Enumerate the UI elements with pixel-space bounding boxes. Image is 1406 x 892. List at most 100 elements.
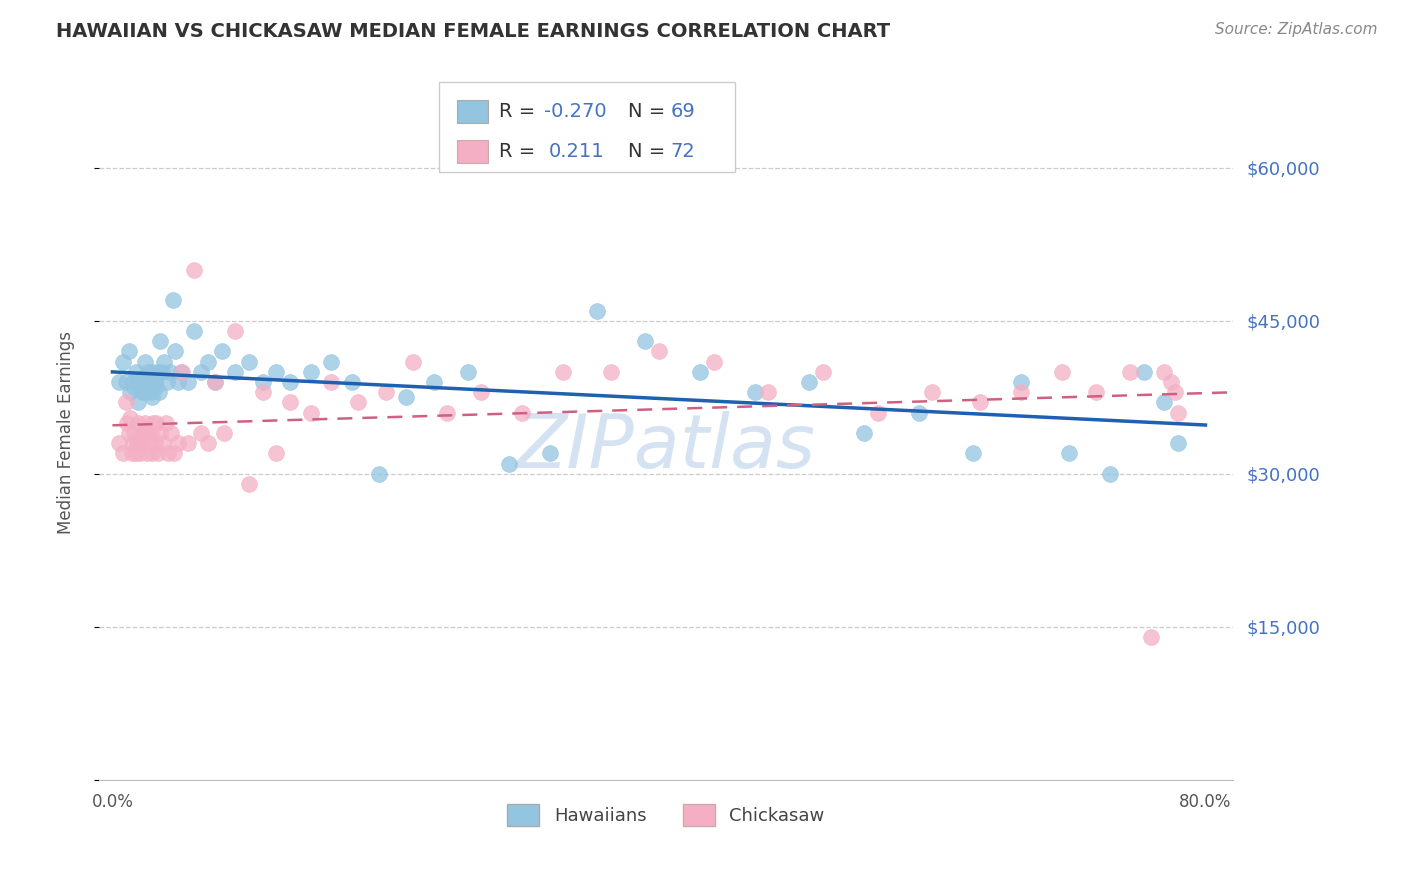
Text: HAWAIIAN VS CHICKASAW MEDIAN FEMALE EARNINGS CORRELATION CHART: HAWAIIAN VS CHICKASAW MEDIAN FEMALE EARN… [56,22,890,41]
Point [127,416,149,430]
Text: 0.211: 0.211 [548,142,605,161]
Point [512,406,534,420]
Point [299,365,322,379]
Point [134,354,156,368]
Point [129,375,152,389]
Point [115,375,138,389]
Point [120,385,142,400]
Point [756,385,779,400]
Point [470,385,492,400]
Point [167,375,190,389]
Point [252,385,274,400]
Point [162,293,184,308]
Point [648,344,671,359]
Point [347,395,370,409]
Point [634,334,657,349]
Point [152,436,174,450]
Point [211,344,233,359]
Text: 72: 72 [671,142,696,161]
Point [176,375,198,389]
Point [266,446,288,460]
Point [1140,630,1163,644]
Point [132,431,155,445]
Point [148,385,170,400]
Point [170,365,193,379]
Point [319,354,342,368]
Point [136,425,159,440]
Point [108,436,131,450]
Point [128,380,150,394]
Point [150,365,173,379]
Point [1164,385,1187,400]
Point [600,365,623,379]
Point [1010,375,1032,389]
Point [155,416,177,430]
Point [1050,365,1073,379]
Point [156,375,179,389]
Point [121,446,143,460]
Point [143,436,166,450]
Point [125,436,148,450]
Point [149,334,172,349]
Legend: Hawaiians, Chickasaw: Hawaiians, Chickasaw [499,797,832,833]
Point [395,390,418,404]
Point [143,375,166,389]
Point [402,354,425,368]
Point [703,354,725,368]
Point [586,303,609,318]
Point [135,385,157,400]
Point [131,385,153,400]
Point [252,375,274,389]
Point [134,416,156,430]
Y-axis label: Median Female Earnings: Median Female Earnings [58,332,75,534]
Point [120,410,142,425]
Point [167,436,190,450]
Text: R =: R = [499,102,541,121]
Point [108,375,131,389]
Text: -0.270: -0.270 [544,102,607,121]
Point [125,375,148,389]
Point [299,406,322,420]
Point [498,457,520,471]
Text: N =: N = [628,102,672,121]
Point [969,395,991,409]
Point [135,446,157,460]
Point [190,425,212,440]
Point [117,416,139,430]
Point [1167,406,1189,420]
Point [136,365,159,379]
Point [112,354,135,368]
Point [163,446,186,460]
Point [1010,385,1032,400]
Point [115,395,138,409]
Point [340,375,363,389]
Point [744,385,766,400]
Point [172,365,194,379]
Point [138,375,160,389]
Point [197,354,219,368]
Point [132,370,155,384]
Point [183,324,205,338]
Point [129,436,152,450]
Point [1153,395,1175,409]
Point [118,425,141,440]
Point [142,416,165,430]
Point [139,425,162,440]
Point [278,395,301,409]
Text: ZIPatlas: ZIPatlas [516,411,815,483]
Point [142,365,165,379]
Text: N =: N = [628,142,672,161]
Point [146,365,169,379]
Text: R =: R = [499,142,548,161]
Point [224,365,246,379]
Point [141,446,163,460]
Point [183,263,205,277]
Point [146,446,169,460]
Point [921,385,943,400]
Point [852,425,875,440]
Point [319,375,342,389]
Point [436,406,458,420]
Point [1167,436,1189,450]
Point [131,425,153,440]
Point [457,365,479,379]
